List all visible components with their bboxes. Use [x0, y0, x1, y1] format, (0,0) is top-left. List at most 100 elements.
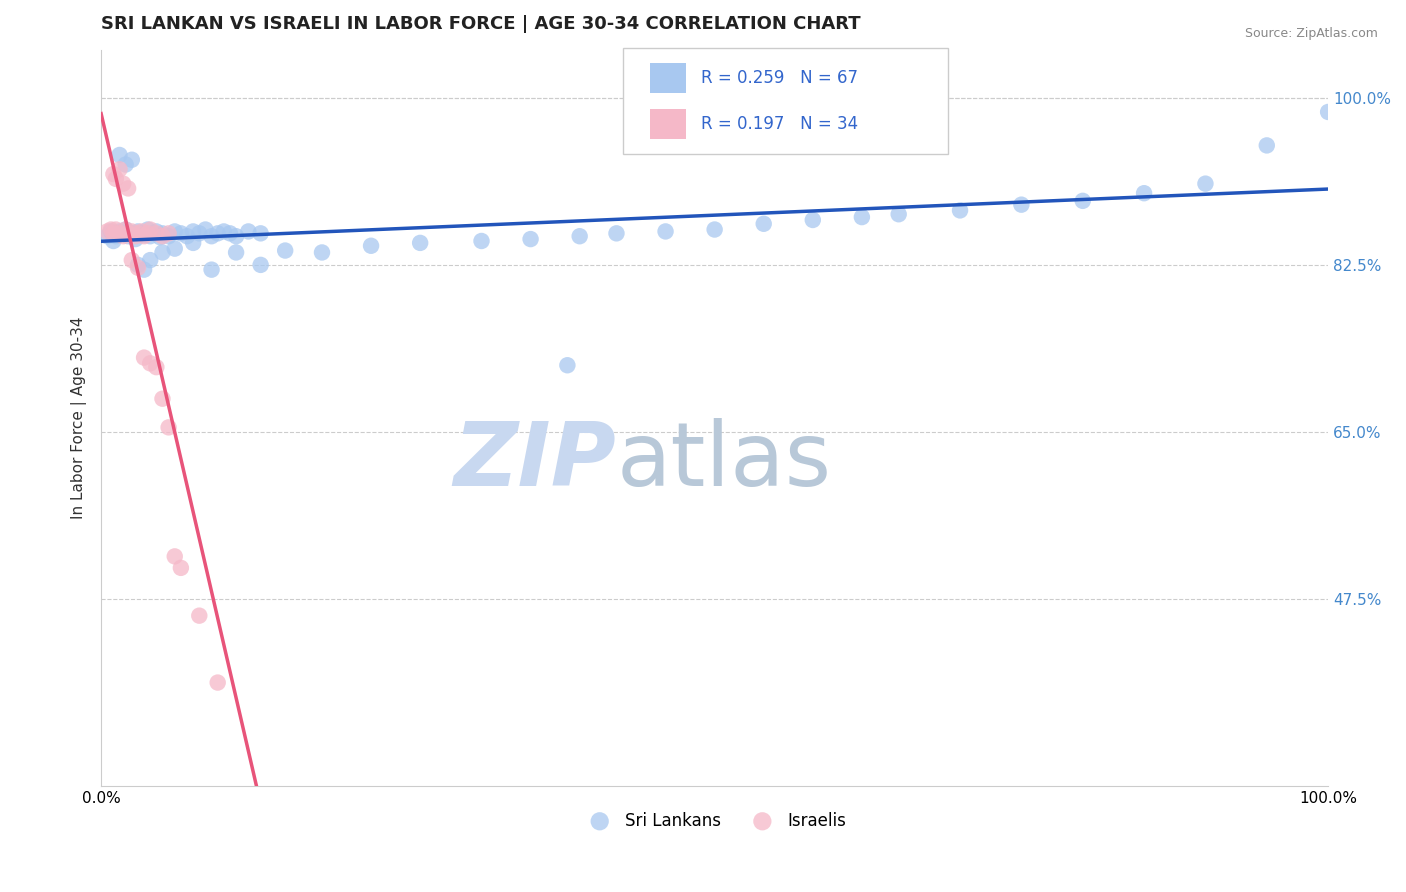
Point	[801, 213, 824, 227]
Point	[145, 360, 167, 375]
Point	[108, 224, 131, 238]
Point	[654, 224, 676, 238]
Point	[207, 675, 229, 690]
Point	[139, 356, 162, 370]
Point	[176, 229, 198, 244]
Text: Source: ZipAtlas.com: Source: ZipAtlas.com	[1244, 27, 1378, 40]
Point	[127, 258, 149, 272]
Point	[157, 227, 180, 241]
Point	[103, 167, 125, 181]
Point	[249, 258, 271, 272]
Point	[127, 227, 149, 241]
Point	[112, 227, 135, 241]
Point	[114, 157, 136, 171]
Point	[121, 153, 143, 167]
Point	[152, 229, 174, 244]
Point	[127, 260, 149, 275]
Point	[1194, 177, 1216, 191]
Point	[752, 217, 775, 231]
Point	[139, 222, 162, 236]
Point	[117, 227, 139, 241]
Point	[194, 222, 217, 236]
Point	[142, 227, 165, 241]
Point	[163, 549, 186, 564]
Point	[851, 210, 873, 224]
Legend: Sri Lankans, Israelis: Sri Lankans, Israelis	[576, 805, 853, 837]
Point	[238, 224, 260, 238]
Point	[121, 224, 143, 238]
FancyBboxPatch shape	[623, 47, 948, 154]
Point	[145, 224, 167, 238]
Text: R = 0.197   N = 34: R = 0.197 N = 34	[702, 115, 858, 133]
Point	[181, 235, 204, 250]
Point	[152, 245, 174, 260]
Point	[200, 229, 222, 244]
Point	[103, 234, 125, 248]
Point	[1256, 138, 1278, 153]
Point	[157, 229, 180, 244]
Point	[131, 224, 153, 238]
Point	[1317, 105, 1340, 120]
Text: atlas: atlas	[616, 418, 831, 506]
Point	[170, 561, 193, 575]
Point	[104, 172, 127, 186]
FancyBboxPatch shape	[650, 109, 686, 139]
Point	[152, 227, 174, 241]
Point	[219, 227, 242, 241]
FancyBboxPatch shape	[650, 62, 686, 94]
Point	[152, 392, 174, 406]
Point	[311, 245, 333, 260]
Point	[163, 242, 186, 256]
Point	[114, 222, 136, 236]
Point	[470, 234, 492, 248]
Point	[409, 235, 432, 250]
Text: ZIP: ZIP	[454, 418, 616, 506]
Point	[225, 245, 247, 260]
Point	[207, 227, 229, 241]
Point	[127, 224, 149, 238]
Point	[132, 262, 155, 277]
Point	[170, 227, 193, 241]
Point	[136, 222, 159, 236]
Point	[225, 229, 247, 244]
Text: R = 0.259   N = 67: R = 0.259 N = 67	[702, 69, 858, 87]
Point	[557, 358, 579, 372]
Point	[519, 232, 541, 246]
Point	[163, 224, 186, 238]
Point	[136, 227, 159, 241]
Point	[108, 227, 131, 241]
Point	[100, 224, 122, 238]
Point	[181, 224, 204, 238]
Point	[124, 232, 146, 246]
Point	[274, 244, 297, 258]
Point	[131, 227, 153, 241]
Point	[104, 222, 127, 236]
Point	[139, 253, 162, 268]
Point	[360, 239, 382, 253]
Point	[1010, 197, 1032, 211]
Point	[112, 177, 135, 191]
Point	[114, 222, 136, 236]
Point	[1133, 186, 1156, 201]
Point	[605, 227, 627, 241]
Point	[139, 229, 162, 244]
Point	[117, 229, 139, 244]
Point	[96, 224, 118, 238]
Point	[200, 262, 222, 277]
Point	[132, 351, 155, 365]
Point	[100, 222, 122, 236]
Point	[703, 222, 725, 236]
Point	[1071, 194, 1094, 208]
Text: SRI LANKAN VS ISRAELI IN LABOR FORCE | AGE 30-34 CORRELATION CHART: SRI LANKAN VS ISRAELI IN LABOR FORCE | A…	[101, 15, 860, 33]
Point	[157, 420, 180, 434]
Point	[145, 227, 167, 241]
Point	[568, 229, 591, 244]
Point	[108, 162, 131, 177]
Point	[112, 229, 135, 244]
Point	[188, 608, 211, 623]
Point	[949, 203, 972, 218]
Point	[108, 148, 131, 162]
Point	[249, 227, 271, 241]
Point	[149, 230, 172, 244]
Point	[188, 227, 211, 241]
